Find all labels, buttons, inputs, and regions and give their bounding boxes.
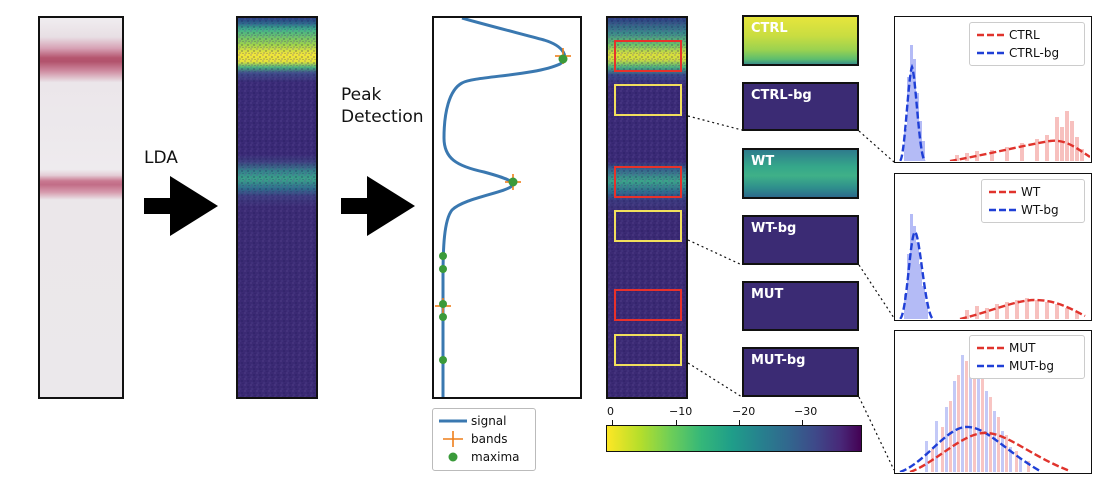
roi-panel-label: MUT-bg: [751, 353, 806, 368]
peak-detection-label: Peak Detection: [341, 84, 424, 128]
legend-maxima-label: maxima: [471, 450, 520, 464]
histogram-legend: WT WT-bg: [981, 179, 1085, 223]
legend-bg: WT-bg: [987, 201, 1079, 219]
histogram-legend: CTRL CTRL-bg: [969, 22, 1085, 66]
legend-maxima: maxima: [437, 448, 531, 466]
roi-wt-box: [614, 166, 682, 198]
line-icon: [439, 419, 467, 423]
colorbar-gradient: [606, 425, 862, 452]
cross-icon: [443, 431, 463, 447]
legend-fg-label: CTRL: [1009, 28, 1040, 42]
roi-panel-label: WT: [751, 154, 775, 169]
peak-plot-legend: signal bands maxima: [432, 408, 536, 471]
colorbar-tick: −20: [732, 405, 756, 418]
roi-heatmap-strip: [606, 16, 688, 399]
legend-fg: CTRL: [975, 26, 1079, 44]
legend-bg-label: MUT-bg: [1009, 359, 1054, 373]
maxima-markers: [439, 54, 568, 364]
arrow-right-icon: [341, 176, 415, 236]
legend-bg-label: WT-bg: [1021, 203, 1059, 217]
fg-histogram-bars: [965, 298, 1079, 319]
colorbar-tick: −30: [794, 405, 818, 418]
dashed-line-icon: [989, 190, 1017, 194]
dashed-line-icon: [977, 364, 1005, 368]
legend-fg: MUT: [975, 339, 1079, 357]
fg-histogram-bars: [955, 111, 1084, 161]
roi-panel-ctrl-bg: CTRL-bg: [742, 82, 859, 131]
histogram-legend: MUT MUT-bg: [969, 335, 1085, 379]
legend-signal: signal: [437, 412, 531, 430]
bg-histogram-bars: [904, 45, 925, 161]
roi-mut-bg-box: [614, 334, 682, 366]
dashed-line-icon: [977, 51, 1005, 55]
legend-bg-label: CTRL-bg: [1009, 46, 1060, 60]
legend-bg: CTRL-bg: [975, 44, 1079, 62]
dashed-line-icon: [977, 346, 1005, 350]
dot-icon: [448, 452, 458, 462]
roi-ctrl-box: [614, 40, 682, 72]
roi-panel-wt-bg: WT-bg: [742, 215, 859, 265]
roi-panel-label: MUT: [751, 287, 784, 302]
colorbar-tickmarks: [606, 420, 862, 425]
roi-panel-label: CTRL-bg: [751, 88, 812, 103]
legend-fg-label: MUT: [1009, 341, 1036, 355]
dashed-line-icon: [989, 208, 1017, 212]
histogram-wt: WT WT-bg: [894, 173, 1092, 321]
roi-wt-bg-box: [614, 210, 682, 242]
roi-panel-ctrl: CTRL: [742, 15, 859, 66]
legend-signal-label: signal: [471, 414, 507, 428]
bg-histogram-bars: [904, 214, 928, 319]
lda-heatmap-strip: [236, 16, 318, 399]
histogram-mut: MUT MUT-bg: [894, 330, 1092, 474]
dashed-line-icon: [977, 33, 1005, 37]
roi-panel-wt: WT: [742, 148, 859, 199]
colorbar-tick: 0: [607, 405, 614, 418]
roi-panel-mut-bg: MUT-bg: [742, 347, 859, 397]
legend-bands: bands: [437, 430, 531, 448]
roi-panel-mut: MUT: [742, 281, 859, 331]
roi-ctrl-bg-box: [614, 84, 682, 116]
histogram-ctrl: CTRL CTRL-bg: [894, 16, 1092, 163]
legend-bands-label: bands: [471, 432, 508, 446]
signal-curve: [441, 18, 567, 397]
colorbar-tick: −10: [669, 405, 693, 418]
peak-detection-plot: [432, 16, 582, 399]
peak-detection-label-line1: Peak: [341, 85, 382, 105]
arrow-right-icon: [144, 176, 218, 236]
legend-bg: MUT-bg: [975, 357, 1079, 375]
peak-detection-label-line2: Detection: [341, 107, 424, 127]
roi-panel-label: WT-bg: [751, 221, 797, 236]
lda-label: LDA: [144, 148, 178, 168]
legend-fg-label: WT: [1021, 185, 1041, 199]
roi-panel-label: CTRL: [751, 21, 788, 36]
legend-fg: WT: [987, 183, 1079, 201]
roi-mut-box: [614, 289, 682, 321]
test-strip-photo: [38, 16, 124, 399]
colorbar: 0 −10 −20 −30: [606, 405, 862, 455]
